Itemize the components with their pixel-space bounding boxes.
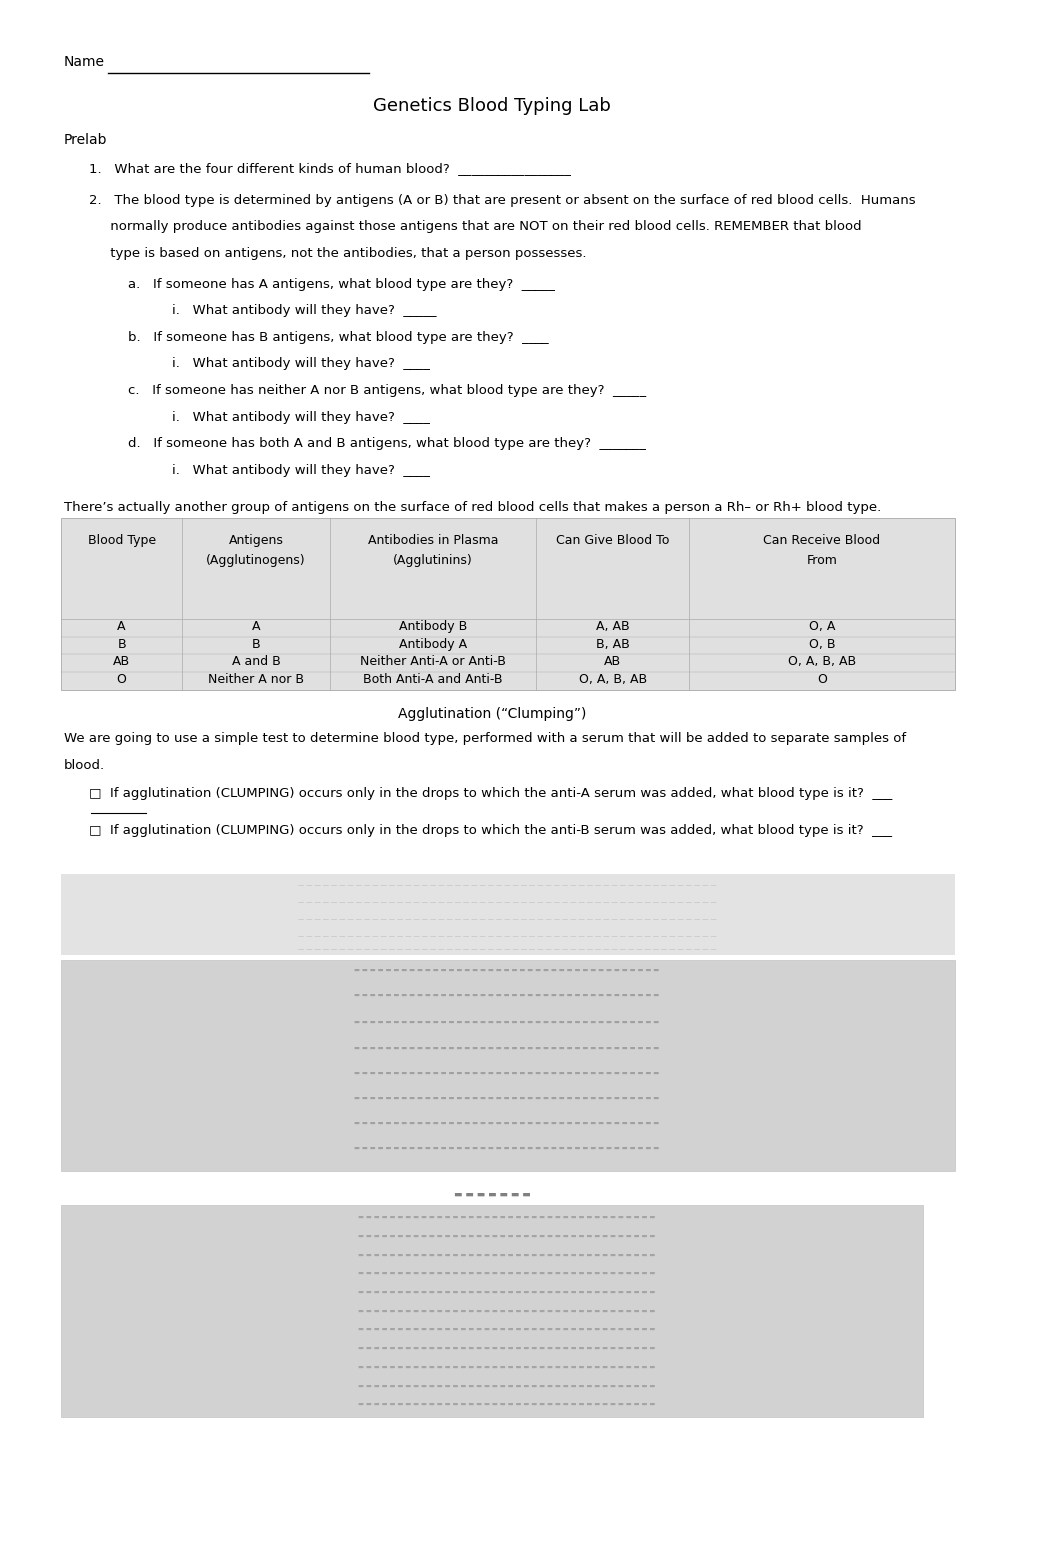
Text: ▬ ▬ ▬ ▬ ▬ ▬ ▬ ▬ ▬ ▬ ▬ ▬ ▬ ▬ ▬ ▬ ▬ ▬ ▬ ▬ ▬ ▬ ▬ ▬ ▬ ▬ ▬ ▬ ▬ ▬ ▬ ▬ ▬ ▬ ▬ ▬ ▬ ▬ ▬: ▬ ▬ ▬ ▬ ▬ ▬ ▬ ▬ ▬ ▬ ▬ ▬ ▬ ▬ ▬ ▬ ▬ ▬ ▬ ▬ … [355,1046,660,1052]
Text: (Agglutinins): (Agglutinins) [393,554,473,567]
Text: We are going to use a simple test to determine blood type, performed with a seru: We are going to use a simple test to det… [64,732,906,745]
Text: ▬ ▬ ▬ ▬ ▬ ▬ ▬ ▬ ▬ ▬ ▬ ▬ ▬ ▬ ▬ ▬ ▬ ▬ ▬ ▬ ▬ ▬ ▬ ▬ ▬ ▬ ▬ ▬ ▬ ▬ ▬ ▬ ▬ ▬ ▬ ▬ ▬ ▬: ▬ ▬ ▬ ▬ ▬ ▬ ▬ ▬ ▬ ▬ ▬ ▬ ▬ ▬ ▬ ▬ ▬ ▬ ▬ ▬ … [358,1383,655,1389]
FancyBboxPatch shape [61,960,955,1171]
Text: ▬ ▬ ▬ ▬ ▬ ▬ ▬ ▬ ▬ ▬ ▬ ▬ ▬ ▬ ▬ ▬ ▬ ▬ ▬ ▬ ▬ ▬ ▬ ▬ ▬ ▬ ▬ ▬ ▬ ▬ ▬ ▬ ▬ ▬ ▬ ▬ ▬ ▬: ▬ ▬ ▬ ▬ ▬ ▬ ▬ ▬ ▬ ▬ ▬ ▬ ▬ ▬ ▬ ▬ ▬ ▬ ▬ ▬ … [358,1346,655,1352]
Text: O: O [817,673,827,687]
Text: — — — — — — — — — — — — — — — — — — — — — — — — — — — — — — — — — — — — — — — — : — — — — — — — — — — — — — — — — — — — — … [297,882,716,888]
FancyBboxPatch shape [61,1205,923,1417]
Text: B: B [117,637,126,651]
Text: ▬ ▬ ▬ ▬ ▬ ▬ ▬ ▬ ▬ ▬ ▬ ▬ ▬ ▬ ▬ ▬ ▬ ▬ ▬ ▬ ▬ ▬ ▬ ▬ ▬ ▬ ▬ ▬ ▬ ▬ ▬ ▬ ▬ ▬ ▬ ▬ ▬ ▬: ▬ ▬ ▬ ▬ ▬ ▬ ▬ ▬ ▬ ▬ ▬ ▬ ▬ ▬ ▬ ▬ ▬ ▬ ▬ ▬ … [358,1233,655,1239]
Text: ▬ ▬ ▬ ▬ ▬ ▬ ▬ ▬ ▬ ▬ ▬ ▬ ▬ ▬ ▬ ▬ ▬ ▬ ▬ ▬ ▬ ▬ ▬ ▬ ▬ ▬ ▬ ▬ ▬ ▬ ▬ ▬ ▬ ▬ ▬ ▬ ▬ ▬: ▬ ▬ ▬ ▬ ▬ ▬ ▬ ▬ ▬ ▬ ▬ ▬ ▬ ▬ ▬ ▬ ▬ ▬ ▬ ▬ … [358,1289,655,1296]
Text: Antigens: Antigens [228,534,284,546]
Text: Name: Name [64,55,105,69]
Text: type is based on antigens, not the antibodies, that a person possesses.: type is based on antigens, not the antib… [88,247,586,259]
Text: □  If agglutination (CLUMPING) occurs only in the drops to which the anti-A seru: □ If agglutination (CLUMPING) occurs onl… [88,787,892,799]
Text: A and B: A and B [232,656,280,668]
Text: Neither A nor B: Neither A nor B [208,673,304,687]
Text: b.   If someone has B antigens, what blood type are they?  ____: b. If someone has B antigens, what blood… [127,331,549,343]
Text: ▬ ▬ ▬ ▬ ▬ ▬ ▬ ▬ ▬ ▬ ▬ ▬ ▬ ▬ ▬ ▬ ▬ ▬ ▬ ▬ ▬ ▬ ▬ ▬ ▬ ▬ ▬ ▬ ▬ ▬ ▬ ▬ ▬ ▬ ▬ ▬ ▬ ▬: ▬ ▬ ▬ ▬ ▬ ▬ ▬ ▬ ▬ ▬ ▬ ▬ ▬ ▬ ▬ ▬ ▬ ▬ ▬ ▬ … [358,1402,655,1408]
Text: AB: AB [604,656,621,668]
Text: (Agglutinogens): (Agglutinogens) [206,554,306,567]
Text: Neither Anti-A or Anti-B: Neither Anti-A or Anti-B [360,656,507,668]
Text: Prelab: Prelab [64,133,107,147]
Text: O, A, B, AB: O, A, B, AB [579,673,647,687]
Text: ▬ ▬ ▬ ▬ ▬ ▬ ▬ ▬ ▬ ▬ ▬ ▬ ▬ ▬ ▬ ▬ ▬ ▬ ▬ ▬ ▬ ▬ ▬ ▬ ▬ ▬ ▬ ▬ ▬ ▬ ▬ ▬ ▬ ▬ ▬ ▬ ▬ ▬: ▬ ▬ ▬ ▬ ▬ ▬ ▬ ▬ ▬ ▬ ▬ ▬ ▬ ▬ ▬ ▬ ▬ ▬ ▬ ▬ … [358,1308,655,1314]
Text: ▬ ▬ ▬ ▬ ▬ ▬ ▬ ▬ ▬ ▬ ▬ ▬ ▬ ▬ ▬ ▬ ▬ ▬ ▬ ▬ ▬ ▬ ▬ ▬ ▬ ▬ ▬ ▬ ▬ ▬ ▬ ▬ ▬ ▬ ▬ ▬ ▬ ▬: ▬ ▬ ▬ ▬ ▬ ▬ ▬ ▬ ▬ ▬ ▬ ▬ ▬ ▬ ▬ ▬ ▬ ▬ ▬ ▬ … [358,1214,655,1221]
Text: A, AB: A, AB [596,620,630,632]
Text: 1.   What are the four different kinds of human blood?  _________________: 1. What are the four different kinds of … [88,162,570,175]
Text: i.   What antibody will they have?  ____: i. What antibody will they have? ____ [172,411,430,423]
Text: ▬ ▬ ▬ ▬ ▬ ▬ ▬ ▬ ▬ ▬ ▬ ▬ ▬ ▬ ▬ ▬ ▬ ▬ ▬ ▬ ▬ ▬ ▬ ▬ ▬ ▬ ▬ ▬ ▬ ▬ ▬ ▬ ▬ ▬ ▬ ▬ ▬ ▬ ▬: ▬ ▬ ▬ ▬ ▬ ▬ ▬ ▬ ▬ ▬ ▬ ▬ ▬ ▬ ▬ ▬ ▬ ▬ ▬ ▬ … [355,1121,660,1127]
Text: 2.   The blood type is determined by antigens (A or B) that are present or absen: 2. The blood type is determined by antig… [88,194,915,206]
Text: ▬ ▬ ▬ ▬ ▬ ▬ ▬ ▬ ▬ ▬ ▬ ▬ ▬ ▬ ▬ ▬ ▬ ▬ ▬ ▬ ▬ ▬ ▬ ▬ ▬ ▬ ▬ ▬ ▬ ▬ ▬ ▬ ▬ ▬ ▬ ▬ ▬ ▬ ▬: ▬ ▬ ▬ ▬ ▬ ▬ ▬ ▬ ▬ ▬ ▬ ▬ ▬ ▬ ▬ ▬ ▬ ▬ ▬ ▬ … [355,1096,660,1102]
Text: Agglutination (“Clumping”): Agglutination (“Clumping”) [398,707,586,721]
FancyBboxPatch shape [61,874,955,955]
Text: — — — — — — — — — — — — — — — — — — — — — — — — — — — — — — — — — — — — — — — — : — — — — — — — — — — — — — — — — — — — — … [297,899,716,905]
Text: ▬ ▬ ▬ ▬ ▬ ▬ ▬: ▬ ▬ ▬ ▬ ▬ ▬ ▬ [453,1189,531,1199]
Text: a.   If someone has A antigens, what blood type are they?  _____: a. If someone has A antigens, what blood… [127,278,554,290]
Text: i.   What antibody will they have?  _____: i. What antibody will they have? _____ [172,304,436,317]
Text: ▬ ▬ ▬ ▬ ▬ ▬ ▬ ▬ ▬ ▬ ▬ ▬ ▬ ▬ ▬ ▬ ▬ ▬ ▬ ▬ ▬ ▬ ▬ ▬ ▬ ▬ ▬ ▬ ▬ ▬ ▬ ▬ ▬ ▬ ▬ ▬ ▬ ▬ ▬: ▬ ▬ ▬ ▬ ▬ ▬ ▬ ▬ ▬ ▬ ▬ ▬ ▬ ▬ ▬ ▬ ▬ ▬ ▬ ▬ … [355,1146,660,1152]
Text: ▬ ▬ ▬ ▬ ▬ ▬ ▬ ▬ ▬ ▬ ▬ ▬ ▬ ▬ ▬ ▬ ▬ ▬ ▬ ▬ ▬ ▬ ▬ ▬ ▬ ▬ ▬ ▬ ▬ ▬ ▬ ▬ ▬ ▬ ▬ ▬ ▬ ▬ ▬: ▬ ▬ ▬ ▬ ▬ ▬ ▬ ▬ ▬ ▬ ▬ ▬ ▬ ▬ ▬ ▬ ▬ ▬ ▬ ▬ … [355,1019,660,1026]
Text: A: A [117,620,125,632]
Text: O, A: O, A [809,620,835,632]
Text: normally produce antibodies against those antigens that are NOT on their red blo: normally produce antibodies against thos… [88,220,861,233]
Text: Antibodies in Plasma: Antibodies in Plasma [367,534,498,546]
Text: c.   If someone has neither A nor B antigens, what blood type are they?  _____: c. If someone has neither A nor B antige… [127,384,646,396]
Text: O, B: O, B [808,637,835,651]
Text: ▬ ▬ ▬ ▬ ▬ ▬ ▬ ▬ ▬ ▬ ▬ ▬ ▬ ▬ ▬ ▬ ▬ ▬ ▬ ▬ ▬ ▬ ▬ ▬ ▬ ▬ ▬ ▬ ▬ ▬ ▬ ▬ ▬ ▬ ▬ ▬ ▬ ▬ ▬: ▬ ▬ ▬ ▬ ▬ ▬ ▬ ▬ ▬ ▬ ▬ ▬ ▬ ▬ ▬ ▬ ▬ ▬ ▬ ▬ … [355,1071,660,1077]
Text: — — — — — — — — — — — — — — — — — — — — — — — — — — — — — — — — — — — — — — — — : — — — — — — — — — — — — — — — — — — — — … [297,946,716,952]
Text: i.   What antibody will they have?  ____: i. What antibody will they have? ____ [172,357,430,370]
Text: ▬ ▬ ▬ ▬ ▬ ▬ ▬ ▬ ▬ ▬ ▬ ▬ ▬ ▬ ▬ ▬ ▬ ▬ ▬ ▬ ▬ ▬ ▬ ▬ ▬ ▬ ▬ ▬ ▬ ▬ ▬ ▬ ▬ ▬ ▬ ▬ ▬ ▬ ▬: ▬ ▬ ▬ ▬ ▬ ▬ ▬ ▬ ▬ ▬ ▬ ▬ ▬ ▬ ▬ ▬ ▬ ▬ ▬ ▬ … [355,993,660,999]
Text: Genetics Blood Typing Lab: Genetics Blood Typing Lab [373,97,611,116]
Text: B: B [252,637,260,651]
Text: ▬ ▬ ▬ ▬ ▬ ▬ ▬ ▬ ▬ ▬ ▬ ▬ ▬ ▬ ▬ ▬ ▬ ▬ ▬ ▬ ▬ ▬ ▬ ▬ ▬ ▬ ▬ ▬ ▬ ▬ ▬ ▬ ▬ ▬ ▬ ▬ ▬ ▬: ▬ ▬ ▬ ▬ ▬ ▬ ▬ ▬ ▬ ▬ ▬ ▬ ▬ ▬ ▬ ▬ ▬ ▬ ▬ ▬ … [358,1327,655,1333]
Text: — — — — — — — — — — — — — — — — — — — — — — — — — — — — — — — — — — — — — — — — : — — — — — — — — — — — — — — — — — — — — … [297,933,716,940]
Text: Can Receive Blood: Can Receive Blood [764,534,880,546]
Text: □  If agglutination (CLUMPING) occurs only in the drops to which the anti-B seru: □ If agglutination (CLUMPING) occurs onl… [88,824,892,837]
Text: From: From [806,554,837,567]
Text: blood.: blood. [64,759,105,771]
Text: O: O [117,673,126,687]
Text: ▬ ▬ ▬ ▬ ▬ ▬ ▬ ▬ ▬ ▬ ▬ ▬ ▬ ▬ ▬ ▬ ▬ ▬ ▬ ▬ ▬ ▬ ▬ ▬ ▬ ▬ ▬ ▬ ▬ ▬ ▬ ▬ ▬ ▬ ▬ ▬ ▬ ▬: ▬ ▬ ▬ ▬ ▬ ▬ ▬ ▬ ▬ ▬ ▬ ▬ ▬ ▬ ▬ ▬ ▬ ▬ ▬ ▬ … [358,1252,655,1258]
Text: Antibody A: Antibody A [399,637,467,651]
FancyBboxPatch shape [61,518,955,690]
Text: There’s actually another group of antigens on the surface of red blood cells tha: There’s actually another group of antige… [64,501,881,514]
Text: Can Give Blood To: Can Give Blood To [556,534,669,546]
Text: A: A [252,620,260,632]
Text: Blood Type: Blood Type [87,534,156,546]
Text: ▬ ▬ ▬ ▬ ▬ ▬ ▬ ▬ ▬ ▬ ▬ ▬ ▬ ▬ ▬ ▬ ▬ ▬ ▬ ▬ ▬ ▬ ▬ ▬ ▬ ▬ ▬ ▬ ▬ ▬ ▬ ▬ ▬ ▬ ▬ ▬ ▬ ▬ ▬: ▬ ▬ ▬ ▬ ▬ ▬ ▬ ▬ ▬ ▬ ▬ ▬ ▬ ▬ ▬ ▬ ▬ ▬ ▬ ▬ … [355,968,660,974]
Text: B, AB: B, AB [596,637,630,651]
Text: ▬ ▬ ▬ ▬ ▬ ▬ ▬ ▬ ▬ ▬ ▬ ▬ ▬ ▬ ▬ ▬ ▬ ▬ ▬ ▬ ▬ ▬ ▬ ▬ ▬ ▬ ▬ ▬ ▬ ▬ ▬ ▬ ▬ ▬ ▬ ▬ ▬ ▬: ▬ ▬ ▬ ▬ ▬ ▬ ▬ ▬ ▬ ▬ ▬ ▬ ▬ ▬ ▬ ▬ ▬ ▬ ▬ ▬ … [358,1364,655,1371]
Text: — — — — — — — — — — — — — — — — — — — — — — — — — — — — — — — — — — — — — — — — : — — — — — — — — — — — — — — — — — — — — … [297,916,716,923]
Text: i.   What antibody will they have?  ____: i. What antibody will they have? ____ [172,464,430,476]
Text: Antibody B: Antibody B [399,620,467,632]
Text: d.   If someone has both A and B antigens, what blood type are they?  _______: d. If someone has both A and B antigens,… [127,437,646,450]
Text: AB: AB [113,656,131,668]
Text: O, A, B, AB: O, A, B, AB [788,656,856,668]
Text: Both Anti-A and Anti-B: Both Anti-A and Anti-B [363,673,503,687]
Text: ▬ ▬ ▬ ▬ ▬ ▬ ▬ ▬ ▬ ▬ ▬ ▬ ▬ ▬ ▬ ▬ ▬ ▬ ▬ ▬ ▬ ▬ ▬ ▬ ▬ ▬ ▬ ▬ ▬ ▬ ▬ ▬ ▬ ▬ ▬ ▬ ▬ ▬: ▬ ▬ ▬ ▬ ▬ ▬ ▬ ▬ ▬ ▬ ▬ ▬ ▬ ▬ ▬ ▬ ▬ ▬ ▬ ▬ … [358,1271,655,1277]
